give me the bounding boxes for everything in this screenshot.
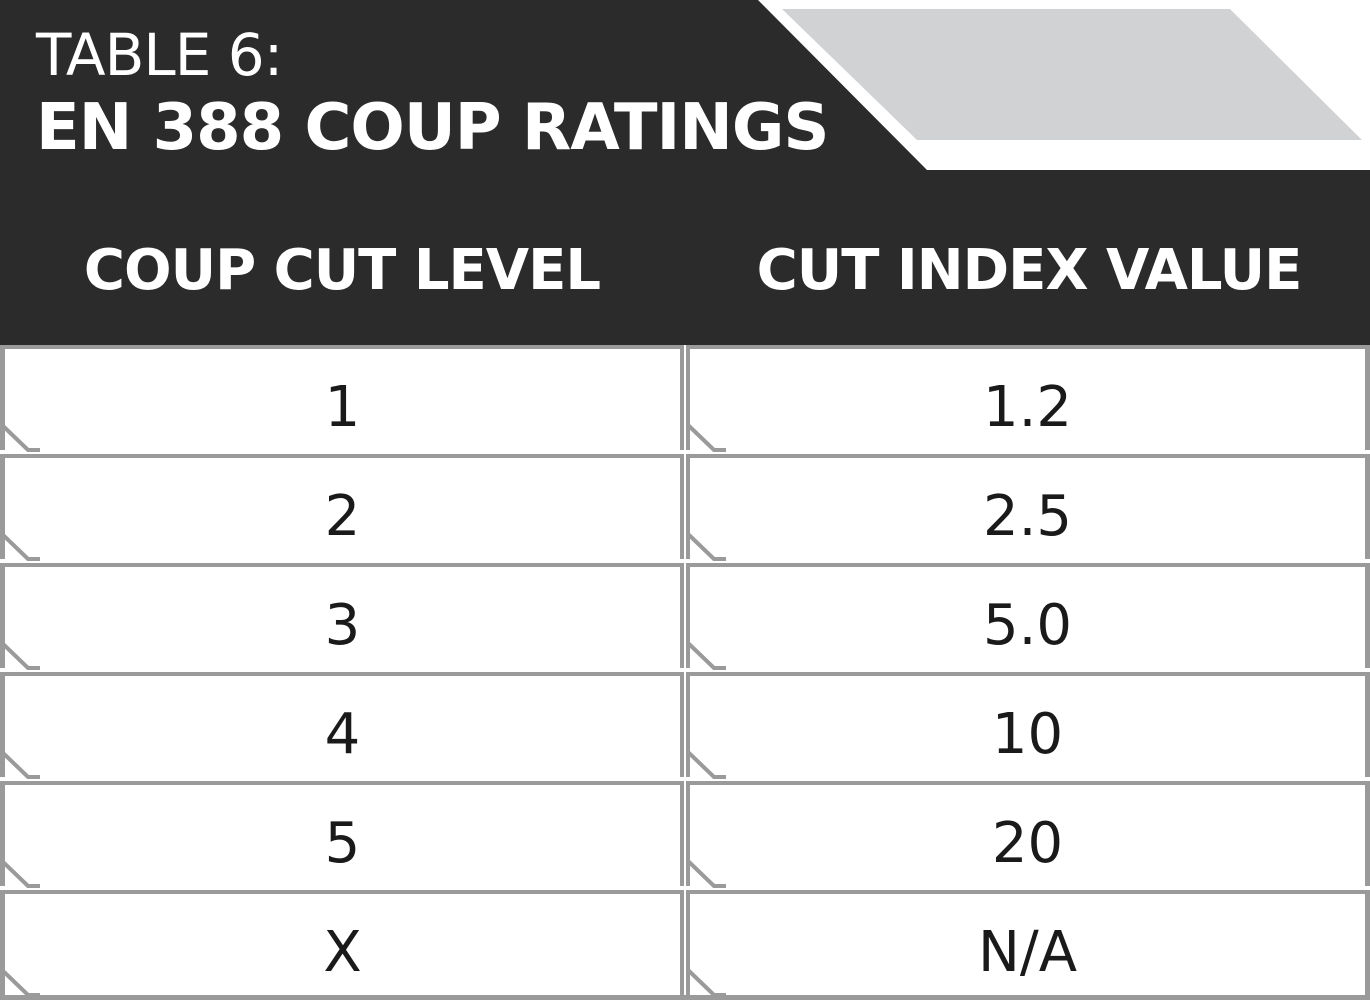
header-background [0, 0, 1370, 345]
table-row: 4 10 [0, 672, 1370, 781]
cell-value: 20 [991, 811, 1064, 876]
cell-value: 5 [324, 811, 361, 876]
cell-cut-level: 1 [0, 345, 684, 450]
cell-cut-index: 10 [686, 672, 1370, 777]
cell-value: 5.0 [982, 593, 1073, 658]
cell-value: 2.5 [982, 484, 1073, 549]
cell-value: 1.2 [982, 375, 1073, 440]
table-bottom-border [0, 995, 1370, 1000]
cell-cut-index: 5.0 [686, 563, 1370, 668]
header-dark-shape [0, 0, 1370, 345]
table-row: 2 2.5 [0, 454, 1370, 563]
cell-cut-index: 1.2 [686, 345, 1370, 450]
cell-cut-index: N/A [686, 890, 1370, 995]
cell-cut-level: 3 [0, 563, 684, 668]
cell-value: 1 [324, 375, 361, 440]
table-number: TABLE 6: [36, 21, 283, 89]
column-header-cut-index: CUT INDEX VALUE [756, 238, 1303, 303]
cell-value: 2 [324, 484, 361, 549]
cell-cut-level: 5 [0, 781, 684, 886]
cell-cut-level: X [0, 890, 684, 995]
table-row: X N/A [0, 890, 1370, 999]
table-row: 3 5.0 [0, 563, 1370, 672]
cell-cut-index: 20 [686, 781, 1370, 886]
cell-value: X [323, 920, 362, 985]
column-header-cut-level: COUP CUT LEVEL [83, 238, 601, 303]
cell-value: N/A [977, 920, 1078, 985]
cell-value: 4 [324, 702, 361, 767]
cell-value: 10 [991, 702, 1064, 767]
table-row: 1 1.2 [0, 345, 1370, 454]
cell-value: 3 [324, 593, 361, 658]
cell-cut-index: 2.5 [686, 454, 1370, 559]
table-body: 1 1.2 2 2.5 3 5.0 4 [0, 345, 1370, 1000]
cell-cut-level: 4 [0, 672, 684, 777]
table-row: 5 20 [0, 781, 1370, 890]
table-title: EN 388 COUP RATINGS [36, 91, 829, 165]
cell-cut-level: 2 [0, 454, 684, 559]
header-gray-tab [782, 9, 1362, 140]
